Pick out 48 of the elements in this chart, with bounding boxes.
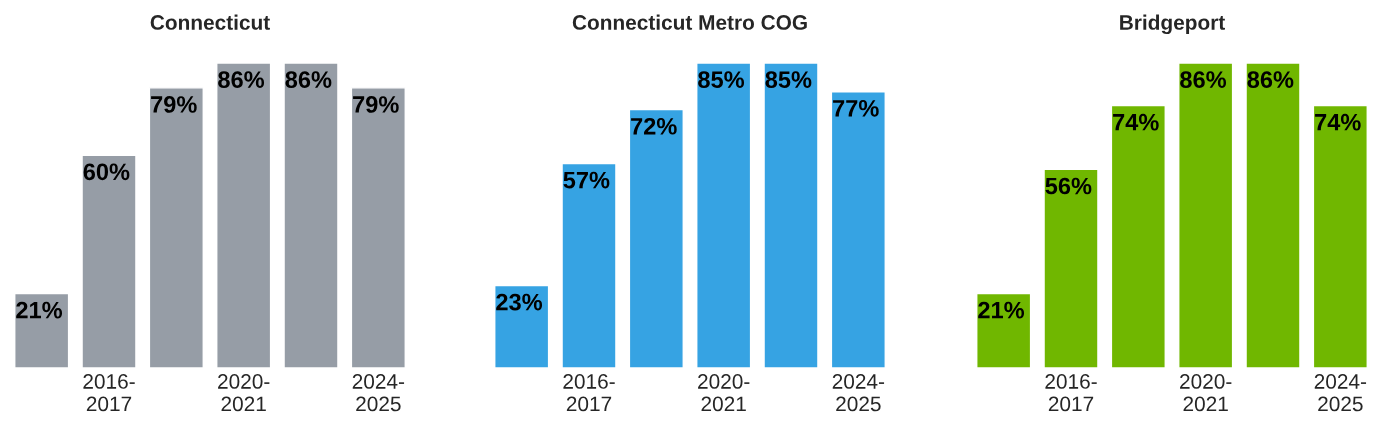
chart-title: Connecticut Metro COG — [572, 14, 807, 30]
x-tick-label: 2024- 2025 — [832, 374, 885, 412]
x-tick-label: 2020- 2021 — [218, 374, 270, 412]
x-tick-label: 2024- 2025 — [352, 374, 405, 412]
bar — [81, 154, 137, 368]
bar — [14, 292, 70, 368]
bar — [696, 63, 752, 368]
x-tick-label: 2016- 2017 — [563, 374, 615, 412]
x-tick-label: 2024- 2025 — [1314, 374, 1367, 412]
data-label: 85% — [765, 71, 812, 88]
bar — [976, 292, 1032, 368]
chart-title: Connecticut — [150, 14, 270, 30]
bar — [1110, 104, 1166, 368]
bar — [283, 63, 339, 368]
x-tick-label: 2020- 2021 — [698, 374, 750, 412]
data-label: 60% — [83, 163, 130, 181]
x-tick-label: 2020- 2021 — [1180, 374, 1232, 412]
bar — [561, 162, 617, 368]
data-label: 21% — [16, 301, 63, 319]
data-label: 86% — [1180, 71, 1227, 88]
x-tick-label: 2016- 2017 — [1045, 374, 1097, 412]
bar — [1312, 104, 1368, 368]
data-label: 74% — [1315, 113, 1361, 131]
chart-title: Bridgeport — [1120, 14, 1225, 35]
data-label: 72% — [631, 117, 677, 135]
bar — [763, 63, 819, 368]
data-label: 74% — [1113, 113, 1159, 131]
data-label: 86% — [218, 71, 265, 88]
data-label: 79% — [151, 96, 197, 113]
bar — [1178, 63, 1234, 368]
data-label: 23% — [496, 293, 543, 311]
bar — [830, 91, 886, 368]
data-label: 79% — [353, 96, 399, 113]
data-label: 86% — [285, 71, 332, 88]
data-label: 57% — [563, 171, 610, 189]
data-label: 77% — [833, 100, 879, 117]
bar — [1043, 168, 1099, 368]
bar — [350, 87, 406, 368]
bar — [216, 63, 272, 368]
bar — [494, 284, 550, 368]
data-label: 86% — [1247, 71, 1294, 88]
x-tick-label: 2016- 2017 — [83, 374, 135, 412]
bar — [1245, 63, 1301, 368]
data-label: 56% — [1045, 177, 1092, 195]
data-label: 21% — [978, 301, 1025, 319]
data-label: 85% — [698, 71, 745, 88]
bar — [628, 108, 684, 368]
bar — [148, 87, 204, 368]
